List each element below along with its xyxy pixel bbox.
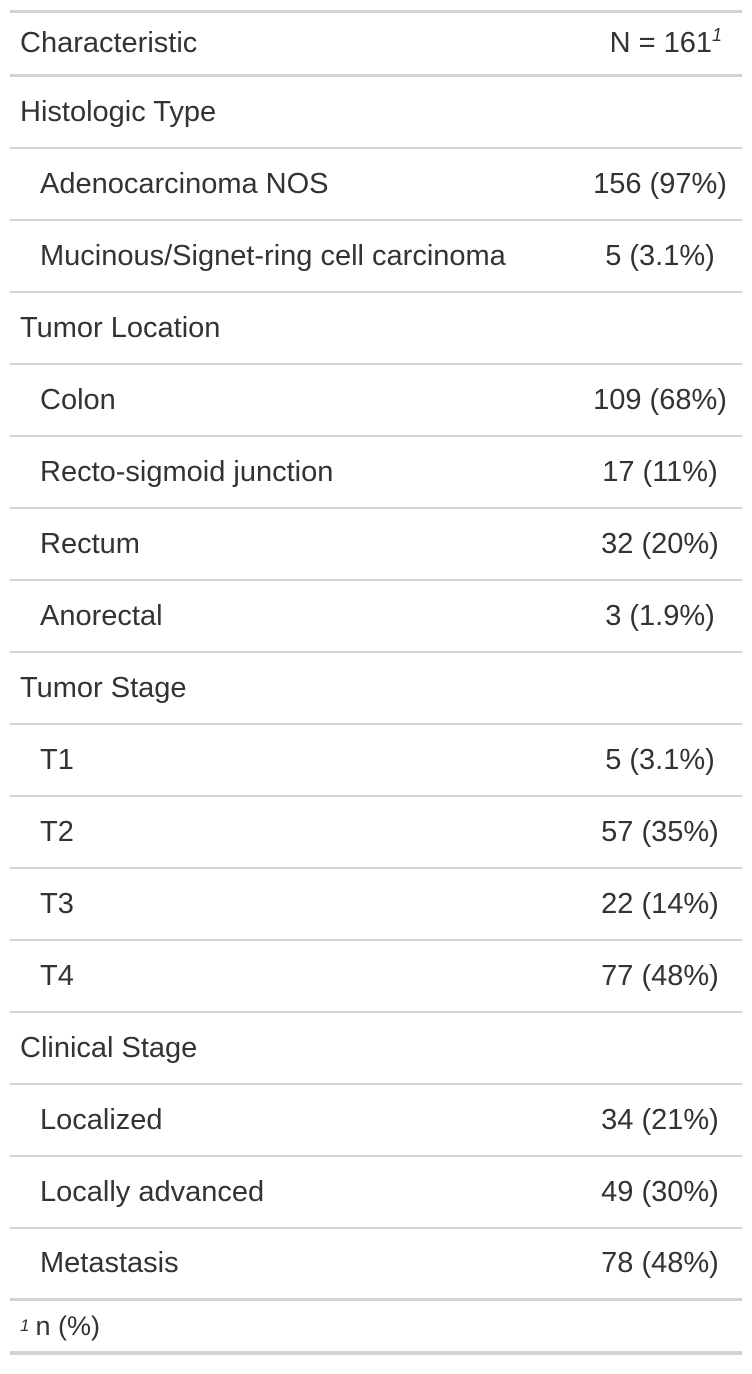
header-stat: N = 1611	[609, 25, 732, 60]
header-stat-label: N = 161	[609, 27, 712, 59]
table-row: Metastasis 78 (48%)	[10, 1229, 742, 1301]
row-label: Rectum	[40, 527, 140, 560]
row-value: 49 (30%)	[601, 1175, 719, 1208]
footnote-text: n (%)	[35, 1310, 100, 1341]
row-label: Anorectal	[40, 599, 163, 632]
table-row: T4 77 (48%)	[10, 941, 742, 1013]
group-label: Tumor Location	[20, 311, 221, 344]
row-label: Localized	[40, 1103, 163, 1136]
table-row: Localized 34 (21%)	[10, 1085, 742, 1157]
row-label: Recto-sigmoid junction	[40, 455, 334, 488]
row-value: 32 (20%)	[601, 527, 719, 560]
row-label: Mucinous/Signet-ring cell carcinoma	[40, 239, 506, 272]
table-row: Rectum 32 (20%)	[10, 509, 742, 581]
group-label: Clinical Stage	[20, 1031, 198, 1064]
table-row: Anorectal 3 (1.9%)	[10, 581, 742, 653]
table-group-row: Histologic Type	[10, 77, 742, 149]
table-group-row: Tumor Location	[10, 293, 742, 365]
row-label: T4	[40, 959, 74, 992]
table-header-row: Characteristic N = 1611	[10, 13, 742, 77]
header-footnote-mark: 1	[711, 25, 722, 45]
row-label: Locally advanced	[40, 1175, 265, 1208]
table-row: Locally advanced 49 (30%)	[10, 1157, 742, 1229]
table-row: T1 5 (3.1%)	[10, 725, 742, 797]
row-value: 57 (35%)	[601, 815, 719, 848]
table-row: Adenocarcinoma NOS 156 (97%)	[10, 149, 742, 221]
table-row: T2 57 (35%)	[10, 797, 742, 869]
row-value: 109 (68%)	[593, 383, 727, 416]
row-value: 5 (3.1%)	[605, 239, 715, 272]
row-label: Colon	[40, 383, 116, 416]
row-value: 5 (3.1%)	[605, 743, 715, 776]
table-row: Colon 109 (68%)	[10, 365, 742, 437]
row-label: T3	[40, 887, 74, 920]
group-label: Histologic Type	[20, 95, 217, 128]
table-row: Recto-sigmoid junction 17 (11%)	[10, 437, 742, 509]
row-value: 78 (48%)	[601, 1247, 719, 1279]
row-value: 77 (48%)	[601, 959, 719, 992]
row-label: T2	[40, 815, 74, 848]
header-characteristic: Characteristic	[20, 27, 198, 59]
row-value: 17 (11%)	[602, 455, 718, 488]
row-label: Metastasis	[40, 1247, 179, 1279]
row-label: Adenocarcinoma NOS	[40, 167, 329, 200]
table-body: Histologic Type Adenocarcinoma NOS 156 (97…	[10, 77, 742, 1301]
table-row: T3 22 (14%)	[10, 869, 742, 941]
table-row: Mucinous/Signet-ring cell carcinoma 5 (3.…	[10, 221, 742, 293]
row-value: 156 (97%)	[593, 167, 727, 200]
row-value: 22 (14%)	[601, 887, 719, 920]
top-rule	[10, 10, 742, 13]
summary-table: Characteristic N = 1611 Histologic Type A…	[10, 10, 742, 1355]
table-group-row: Clinical Stage	[10, 1013, 742, 1085]
group-label: Tumor Stage	[20, 671, 187, 704]
row-label: T1	[40, 743, 74, 776]
table-group-row: Tumor Stage	[10, 653, 742, 725]
row-value: 34 (21%)	[601, 1103, 719, 1136]
row-value: 3 (1.9%)	[605, 599, 715, 632]
